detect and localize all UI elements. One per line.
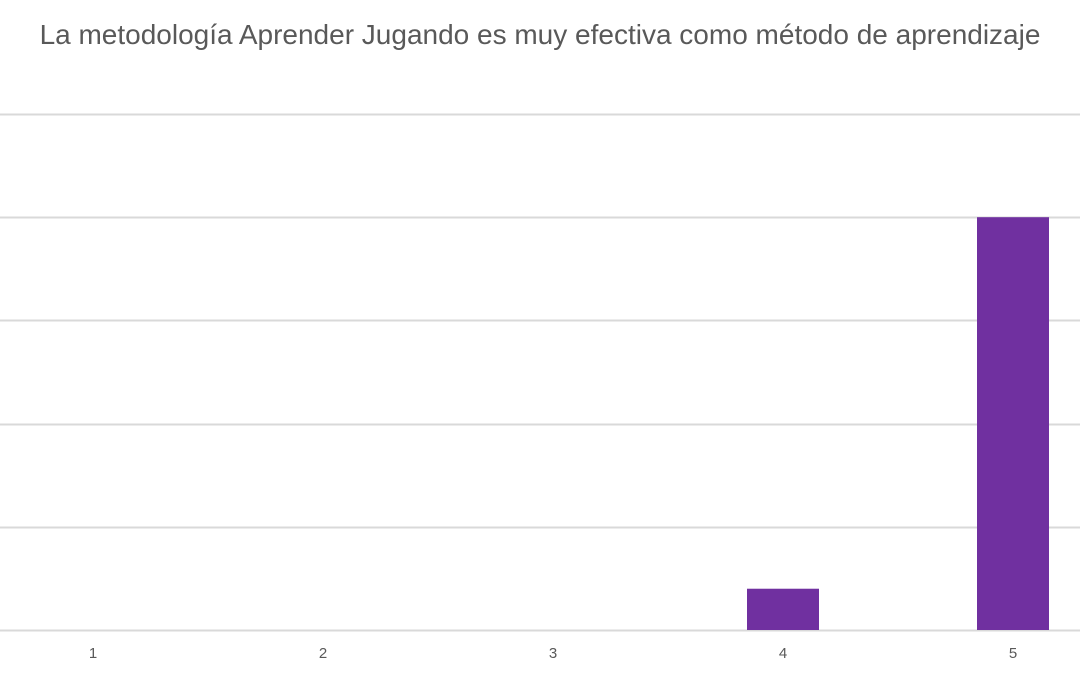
x-tick-label-2: 2 <box>319 645 327 662</box>
bar-4 <box>747 588 819 630</box>
chart-title: La metodología Aprender Jugando es muy e… <box>39 19 1041 50</box>
x-axis-tick-labels: 1 2 3 4 5 <box>89 645 1017 662</box>
bars <box>747 217 1049 630</box>
x-tick-label-5: 5 <box>1009 645 1017 662</box>
gridlines <box>0 113 1080 632</box>
x-tick-label-1: 1 <box>89 645 97 662</box>
x-tick-label-3: 3 <box>549 645 557 662</box>
x-tick-label-4: 4 <box>779 645 787 662</box>
bar-5 <box>977 217 1049 630</box>
